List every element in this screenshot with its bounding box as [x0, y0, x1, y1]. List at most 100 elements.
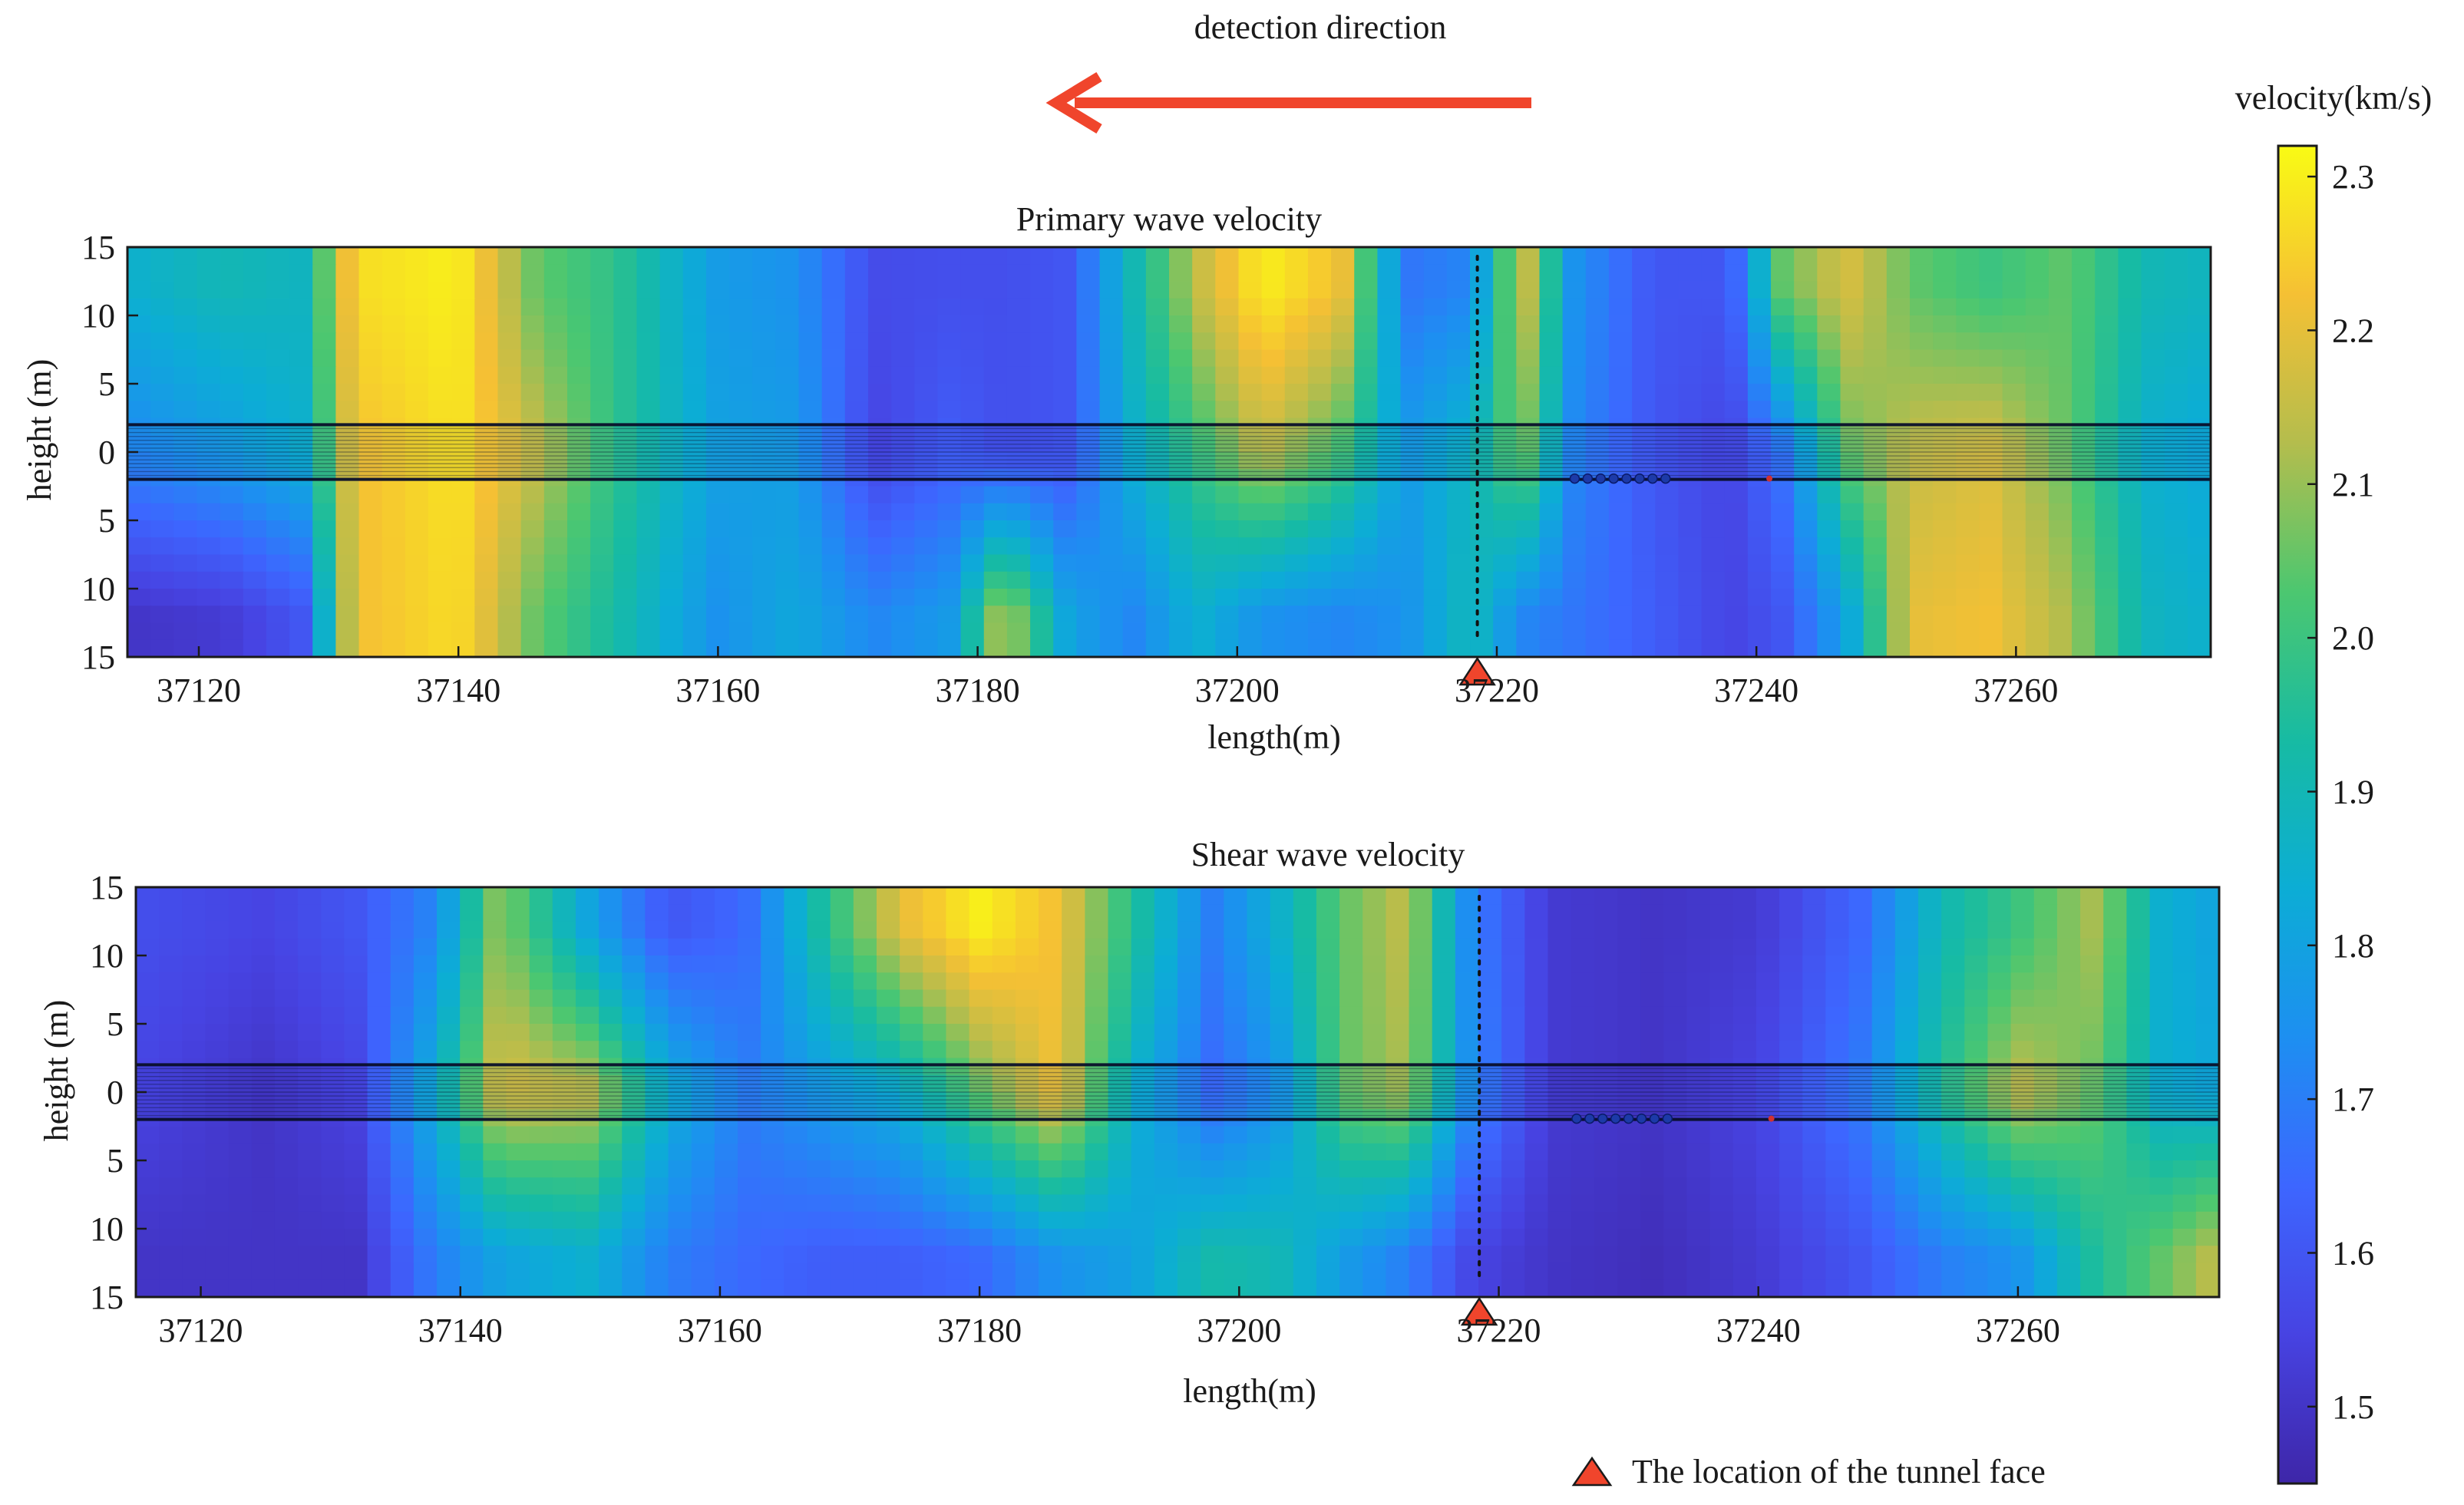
heatmap-cell	[1516, 486, 1541, 504]
heatmap-cell	[529, 1246, 553, 1264]
heatmap-cell	[729, 452, 754, 470]
heatmap-cell	[613, 571, 638, 589]
heatmap-cell	[428, 366, 453, 385]
heatmap-cell	[1247, 1024, 1271, 1042]
heatmap-cell	[1678, 315, 1703, 334]
heatmap-cell	[682, 315, 707, 334]
heatmap-cell	[1802, 1246, 1827, 1264]
heatmap-cell	[1663, 972, 1688, 991]
heatmap-cell	[1169, 401, 1194, 419]
heatmap-cell	[691, 1246, 715, 1264]
heatmap-cell	[1909, 384, 1934, 402]
heatmap-cell	[891, 434, 916, 453]
heatmap-cell	[1941, 1006, 1966, 1025]
heatmap-cell	[1663, 921, 1688, 939]
heatmap-cell	[1015, 938, 1040, 956]
heatmap-cell	[1516, 349, 1541, 368]
heatmap-cell	[876, 1006, 901, 1025]
heatmap-cell	[969, 1143, 993, 1161]
heatmap-cell	[1270, 955, 1294, 974]
heatmap-cell	[714, 1041, 739, 1059]
heatmap-cell	[1432, 1194, 1456, 1213]
heatmap-cell	[451, 298, 476, 316]
heatmap-cell	[1270, 1074, 1294, 1093]
heatmap-cell	[1547, 1041, 1572, 1059]
heatmap-cell	[923, 1041, 947, 1059]
heatmap-cell	[830, 904, 854, 922]
heatmap-cell	[1030, 589, 1055, 607]
heatmap-cell	[1771, 452, 1795, 470]
heatmap-cell	[390, 921, 415, 939]
heatmap-cell	[1979, 315, 2003, 334]
heatmap-cell	[566, 606, 592, 624]
heatmap-cell	[575, 1126, 600, 1144]
heatmap-cell	[312, 418, 337, 436]
heatmap-cell	[1030, 571, 1055, 589]
heatmap-cell	[228, 1194, 253, 1213]
heatmap-cell	[622, 1024, 646, 1042]
heatmap-cell	[729, 589, 754, 607]
heatmap-cell	[1655, 520, 1680, 539]
heatmap-cell	[1964, 1279, 1989, 1297]
heatmap-cell	[1678, 537, 1703, 556]
heatmap-cell	[659, 366, 684, 385]
heatmap-cell	[1747, 349, 1772, 368]
colorbar-tick-label: 2.1	[2332, 466, 2374, 503]
heatmap-cell	[1293, 1177, 1317, 1196]
heatmap-cell	[1539, 554, 1564, 573]
heatmap-cell	[752, 384, 777, 402]
heatmap-cell	[1817, 520, 1841, 539]
heatmap-cell	[867, 571, 893, 589]
heatmap-cell	[1894, 1177, 1919, 1196]
heatmap-cell	[1122, 247, 1147, 266]
heatmap-cell	[752, 298, 777, 316]
heatmap-cell	[853, 938, 877, 956]
heatmap-cell	[1015, 972, 1040, 991]
heatmap-cell	[798, 434, 823, 453]
heatmap-cell	[1247, 1194, 1271, 1213]
heatmap-cell	[405, 503, 430, 521]
heatmap-cell	[1701, 281, 1726, 299]
heatmap-cell	[1108, 1177, 1132, 1196]
heatmap-cell	[1732, 1006, 1757, 1025]
heatmap-cell	[1863, 606, 1888, 624]
heatmap-cell	[622, 1058, 646, 1076]
heatmap-cell	[274, 1160, 299, 1179]
heatmap-cell	[1724, 537, 1749, 556]
heatmap-cell	[969, 938, 993, 956]
heatmap-cell	[173, 418, 198, 436]
heatmap-cell	[1802, 1143, 1827, 1161]
heatmap-cell	[1178, 1024, 1202, 1042]
heatmap-cell	[729, 622, 754, 641]
heatmap-cell	[2172, 1160, 2197, 1179]
heatmap-cell	[1493, 349, 1518, 368]
heatmap-cell	[844, 332, 869, 351]
heatmap-cell	[1247, 921, 1271, 939]
heatmap-cell	[1655, 418, 1680, 436]
heatmap-cell	[497, 554, 522, 573]
heatmap-cell	[344, 887, 368, 906]
heatmap-cell	[1108, 1160, 1132, 1179]
heatmap-cell	[437, 887, 461, 906]
heatmap-cell	[807, 1074, 831, 1093]
heatmap-cell	[1145, 537, 1170, 556]
heatmap-cell	[1455, 955, 1480, 974]
heatmap-cell	[1747, 384, 1772, 402]
heatmap-cell	[1039, 1092, 1063, 1111]
heatmap-cell	[946, 904, 970, 922]
heatmap-cell	[1169, 606, 1194, 624]
heatmap-cell	[1608, 486, 1633, 504]
heatmap-cell	[1478, 1262, 1503, 1281]
heatmap-cell	[197, 520, 221, 539]
heatmap-cell	[2126, 921, 2151, 939]
heatmap-cell	[1779, 1229, 1804, 1247]
heatmap-cell	[2172, 1006, 2197, 1025]
heatmap-cell	[575, 1262, 600, 1281]
heatmap-cell	[1377, 622, 1402, 641]
heatmap-cell	[1293, 938, 1317, 956]
heatmap-cell	[2080, 1058, 2105, 1076]
heatmap-cell	[2072, 298, 2096, 316]
heatmap-cell	[914, 332, 939, 351]
heatmap-cell	[1108, 1024, 1132, 1042]
heatmap-cell	[1076, 366, 1101, 385]
